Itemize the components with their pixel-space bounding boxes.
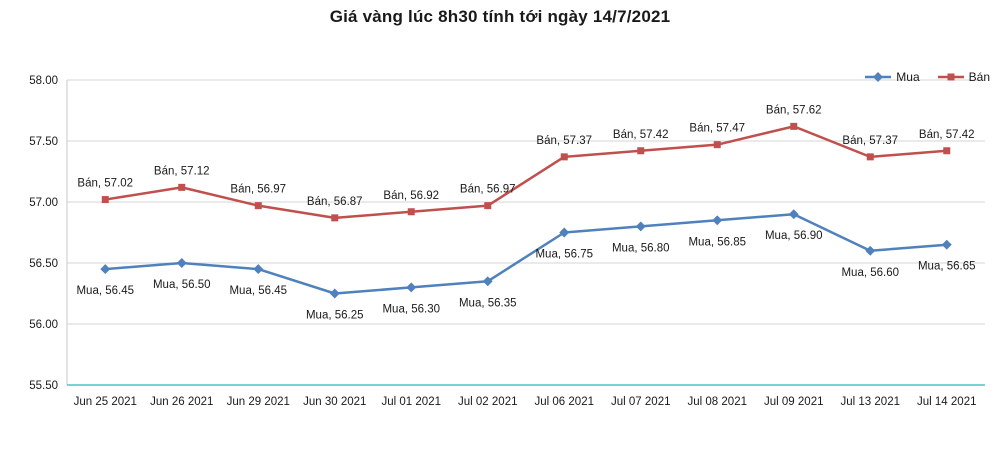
marker-square (943, 147, 951, 155)
data-label: Bán, 56.97 (230, 184, 286, 196)
data-label: Mua, 56.45 (76, 285, 134, 297)
x-axis-tick-label: Jul 07 2021 (611, 396, 670, 408)
data-label: Mua, 56.90 (765, 230, 823, 242)
marker-square (713, 141, 721, 149)
chart-title: Giá vàng lúc 8h30 tính tới ngày 14/7/202… (329, 7, 671, 26)
data-label: Bán, 56.97 (460, 184, 516, 196)
x-axis-tick-label: Jul 01 2021 (382, 396, 441, 408)
data-label: Bán, 57.02 (77, 178, 133, 190)
marker-diamond (788, 209, 799, 220)
marker-diamond (406, 282, 417, 293)
x-axis-tick-label: Jul 09 2021 (764, 396, 823, 408)
data-label: Bán, 57.42 (613, 129, 669, 141)
x-axis-tick-label: Jun 29 2021 (227, 396, 290, 408)
marker-square (866, 153, 874, 161)
x-axis-tick-label: Jul 06 2021 (535, 396, 594, 408)
marker-square (101, 196, 109, 204)
y-axis-tick-label: 55.50 (29, 380, 58, 392)
x-axis-tick-label: Jul 13 2021 (841, 396, 900, 408)
legend-item-ban: Bán (937, 70, 990, 84)
data-label: Bán, 56.92 (383, 190, 439, 202)
marker-diamond (865, 245, 876, 256)
marker-diamond (253, 264, 264, 275)
x-axis-tick-label: Jun 26 2021 (150, 396, 213, 408)
data-label: Mua, 56.30 (382, 303, 440, 315)
data-label: Mua, 56.80 (612, 242, 670, 254)
marker-diamond (482, 276, 493, 287)
ban-line-square-icon (937, 73, 964, 81)
data-label: Mua, 56.75 (535, 249, 593, 261)
data-label: Mua, 56.60 (841, 267, 899, 279)
marker-diamond (712, 215, 723, 226)
x-axis-tick-label: Jul 02 2021 (458, 396, 517, 408)
marker-diamond (559, 227, 570, 238)
marker-square (484, 202, 492, 210)
data-label: Bán, 57.47 (689, 123, 745, 135)
data-label: Mua, 56.35 (459, 297, 517, 309)
y-axis-tick-label: 58.00 (29, 75, 58, 87)
marker-square (254, 202, 262, 210)
marker-square (637, 147, 645, 155)
legend-item-mua: Mua (865, 70, 920, 84)
marker-square (407, 208, 415, 216)
x-axis-tick-label: Jul 14 2021 (917, 396, 976, 408)
series-line-mua (105, 212, 947, 295)
data-label: Bán, 56.87 (307, 196, 363, 208)
mua-line-diamond-icon (865, 72, 892, 82)
x-axis-tick-label: Jun 30 2021 (303, 396, 366, 408)
data-label: Mua, 56.25 (306, 310, 364, 322)
data-label: Mua, 56.65 (918, 261, 976, 273)
legend-label-mua: Mua (896, 70, 920, 84)
x-axis-tick-label: Jun 25 2021 (74, 396, 137, 408)
data-label: Bán, 57.42 (919, 129, 975, 141)
series-line-ban (105, 125, 947, 220)
marker-diamond (176, 258, 187, 268)
chart-legend: Mua Bán (865, 70, 990, 84)
marker-square (178, 183, 186, 191)
data-label: Mua, 56.85 (688, 236, 746, 248)
marker-diamond (329, 288, 340, 299)
marker-square (790, 122, 798, 130)
y-axis-tick-label: 57.50 (29, 136, 58, 148)
x-axis-tick-label: Jul 08 2021 (688, 396, 747, 408)
marker-diamond (100, 264, 111, 275)
y-axis-tick-label: 56.50 (29, 258, 58, 270)
y-axis-tick-label: 57.00 (29, 197, 58, 209)
data-label: Bán, 57.37 (842, 135, 898, 147)
marker-square (331, 214, 339, 222)
marker-diamond (941, 239, 952, 250)
marker-diamond (635, 221, 646, 232)
data-label: Bán, 57.62 (766, 104, 822, 116)
data-label: Bán, 57.37 (536, 135, 592, 147)
data-label: Bán, 57.12 (154, 165, 210, 177)
data-label: Mua, 56.45 (229, 285, 287, 297)
marker-square (560, 153, 568, 161)
y-axis-tick-label: 56.00 (29, 319, 58, 331)
legend-label-ban: Bán (968, 70, 990, 84)
data-label: Mua, 56.50 (153, 279, 211, 291)
